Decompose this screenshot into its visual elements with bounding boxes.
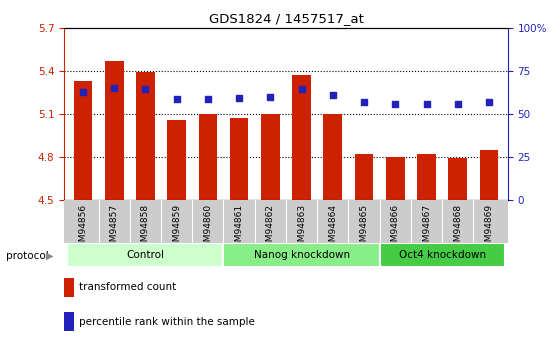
- Text: GSM94864: GSM94864: [328, 204, 338, 253]
- Point: [453, 101, 462, 107]
- Bar: [68, 243, 224, 267]
- Point: [484, 100, 493, 105]
- Text: transformed count: transformed count: [79, 283, 176, 292]
- Text: GSM94859: GSM94859: [172, 204, 181, 253]
- Point: [328, 92, 337, 98]
- Point: [297, 87, 306, 92]
- Text: GSM94857: GSM94857: [110, 204, 119, 253]
- Bar: [417, 154, 436, 200]
- Text: GSM94856: GSM94856: [79, 204, 88, 253]
- Bar: [292, 75, 311, 200]
- Bar: [105, 61, 123, 200]
- Text: GSM94866: GSM94866: [391, 204, 400, 253]
- Text: GSM94860: GSM94860: [203, 204, 213, 253]
- Text: GSM94861: GSM94861: [234, 204, 244, 253]
- Bar: [261, 114, 280, 200]
- Bar: [167, 120, 186, 200]
- Text: percentile rank within the sample: percentile rank within the sample: [79, 317, 255, 327]
- Point: [204, 97, 213, 102]
- Bar: [379, 243, 504, 267]
- Text: Nanog knockdown: Nanog knockdown: [253, 250, 350, 260]
- Bar: [480, 150, 498, 200]
- Bar: [324, 114, 342, 200]
- Text: Oct4 knockdown: Oct4 knockdown: [398, 250, 485, 260]
- Bar: [74, 81, 92, 200]
- Bar: [136, 72, 155, 200]
- Bar: [386, 157, 405, 200]
- Text: protocol: protocol: [6, 251, 49, 261]
- Text: Control: Control: [127, 250, 165, 260]
- Bar: [224, 243, 379, 267]
- Point: [235, 95, 244, 101]
- Text: GSM94868: GSM94868: [453, 204, 462, 253]
- Point: [172, 97, 181, 102]
- Point: [266, 94, 275, 99]
- Text: GSM94867: GSM94867: [422, 204, 431, 253]
- Point: [422, 101, 431, 107]
- Point: [391, 101, 400, 107]
- Bar: [199, 114, 217, 200]
- Point: [110, 85, 119, 91]
- Text: GSM94858: GSM94858: [141, 204, 150, 253]
- Text: GSM94863: GSM94863: [297, 204, 306, 253]
- Bar: [355, 154, 373, 200]
- Point: [359, 100, 368, 105]
- Bar: [449, 158, 467, 200]
- Point: [79, 89, 88, 95]
- Text: GSM94865: GSM94865: [359, 204, 369, 253]
- Bar: [230, 118, 248, 200]
- Text: GSM94862: GSM94862: [266, 204, 275, 253]
- Text: ▶: ▶: [46, 251, 53, 261]
- Title: GDS1824 / 1457517_at: GDS1824 / 1457517_at: [209, 12, 363, 25]
- Point: [141, 87, 150, 92]
- Text: GSM94869: GSM94869: [484, 204, 493, 253]
